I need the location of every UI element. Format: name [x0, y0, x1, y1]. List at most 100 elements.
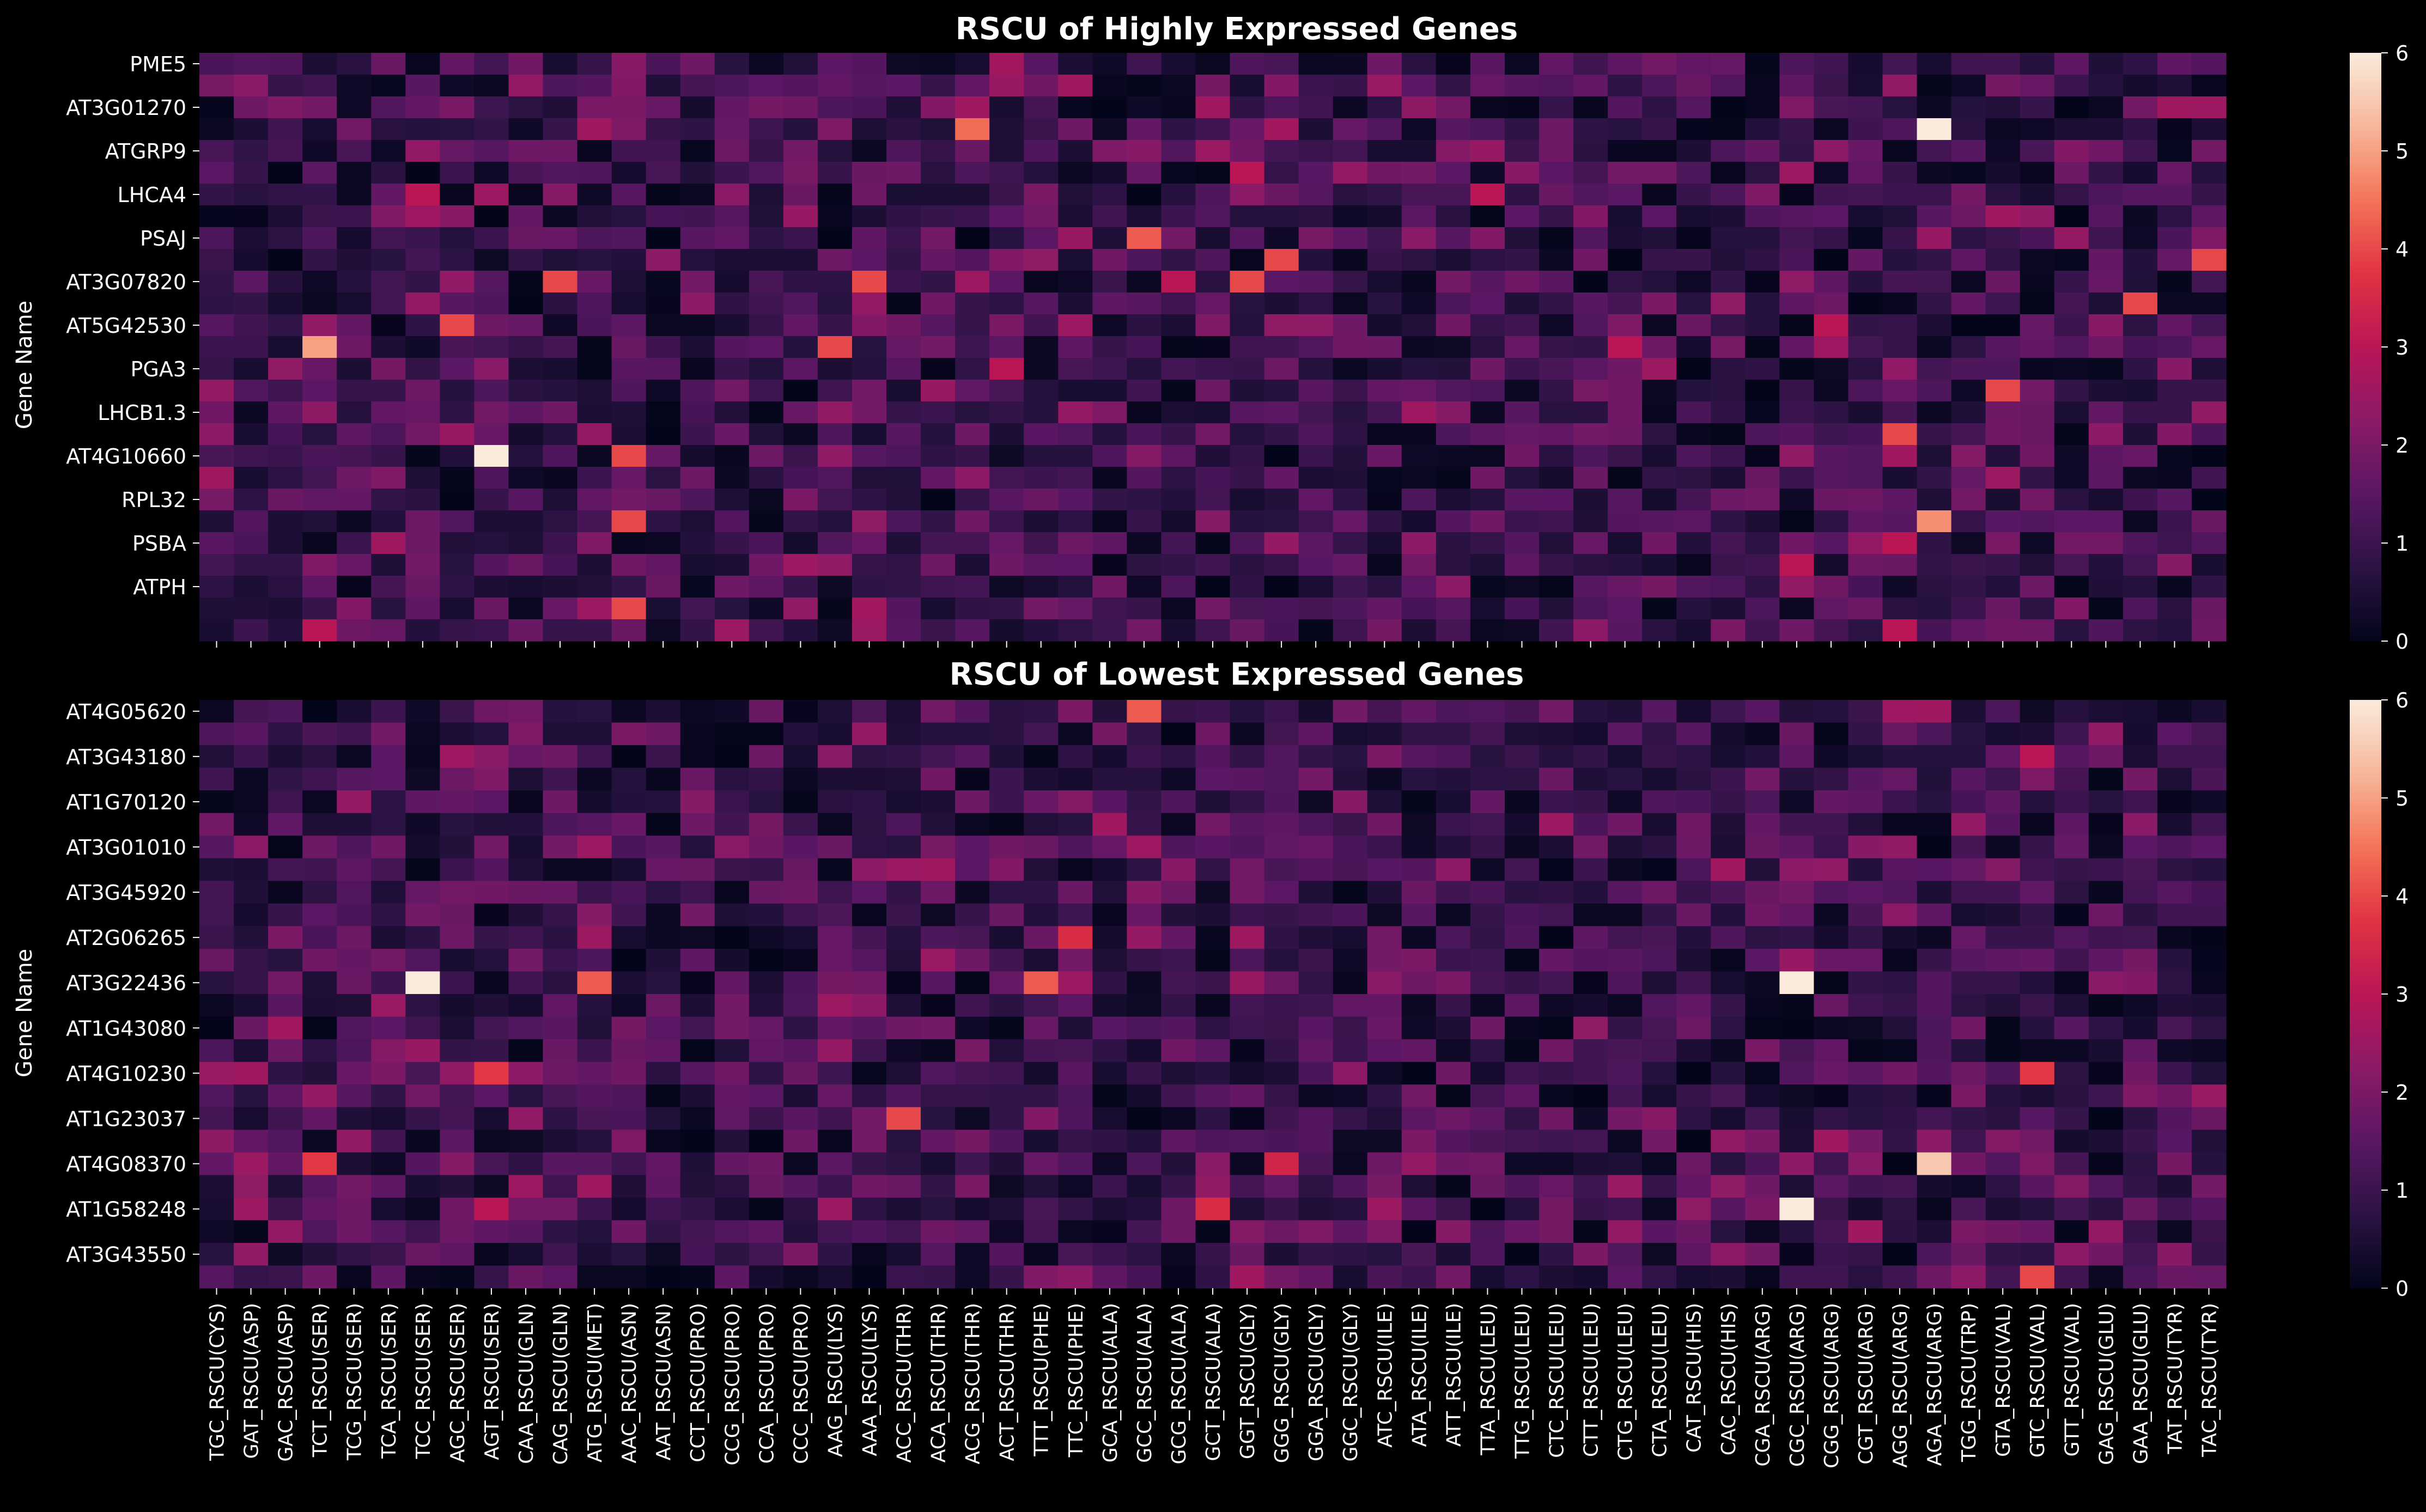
bottom-heatmap-cell	[921, 1107, 956, 1130]
top-heatmap-cell	[1298, 358, 1334, 380]
top-heatmap-cell	[646, 554, 681, 576]
top-heatmap-cell	[680, 271, 715, 293]
top-heatmap-cell	[2054, 96, 2089, 119]
top-heatmap-cell	[577, 227, 612, 249]
bottom-heatmap-cell	[1298, 858, 1334, 881]
bottom-heatmap-cell	[1436, 858, 1471, 881]
bottom-heatmap-cell	[783, 1152, 818, 1175]
top-heatmap-cell	[1539, 554, 1574, 576]
bottom-heatmap-cell	[1917, 1175, 1952, 1198]
top-heatmap-cell	[1676, 75, 1711, 97]
bottom-heatmap-cell	[1985, 926, 2021, 949]
top-heatmap-cell	[817, 445, 853, 467]
top-heatmap-cell	[1333, 423, 1368, 446]
bottom-heatmap-cell	[577, 1062, 612, 1085]
bottom-heatmap-cell	[1573, 1130, 1608, 1153]
top-heatmap-cell	[1642, 598, 1677, 620]
top-heatmap-cell	[1195, 53, 1231, 75]
bottom-heatmap-cell	[1814, 767, 1849, 791]
bottom-heatmap-cell	[1367, 1039, 1402, 1063]
top-heatmap-cell	[1711, 380, 1746, 402]
top-heatmap-cell	[852, 380, 887, 402]
top-heatmap-cell	[611, 598, 647, 620]
bottom-heatmap-cell	[2020, 903, 2055, 926]
top-heatmap-cell	[1230, 314, 1265, 337]
bottom-heatmap-cell	[1711, 745, 1746, 769]
bottom-heatmap-cell	[1436, 1039, 1471, 1063]
bottom-heatmap-cell	[1951, 858, 1986, 881]
bottom-heatmap-cell	[817, 1220, 853, 1243]
top-heatmap-cell	[1333, 489, 1368, 511]
top-heatmap-cell	[1917, 423, 1952, 446]
bottom-heatmap-cell	[508, 790, 544, 814]
bottom-heatmap-cell	[1092, 1175, 1127, 1198]
bottom-heatmap-cell	[2020, 1197, 2055, 1221]
top-heatmap-cell	[1470, 619, 1505, 642]
bottom-heatmap-cell	[1333, 1084, 1368, 1108]
top-heatmap-cell	[1401, 205, 1437, 228]
bottom-heatmap-cell	[1676, 700, 1711, 723]
top-heatmap-cell	[1127, 380, 1162, 402]
top-heatmap-cell	[1779, 619, 1814, 642]
bottom-heatmap-cell	[680, 971, 715, 995]
top-heatmap-cell	[1917, 184, 1952, 206]
bottom-heatmap-cell	[543, 1084, 578, 1108]
top-heatmap-cell	[1985, 249, 2021, 271]
top-heatmap-cell	[955, 532, 990, 554]
bottom-heatmap-cell	[1814, 994, 1849, 1017]
top-heatmap-cell	[1951, 271, 1986, 293]
top-heatmap-cell	[852, 249, 887, 271]
top-heatmap-cell	[302, 75, 337, 97]
top-heatmap-cell	[1436, 314, 1471, 337]
bottom-heatmap-cell	[1504, 926, 1540, 949]
bottom-heatmap-cell	[474, 745, 509, 769]
bottom-heatmap-cell	[440, 1265, 475, 1289]
top-heatmap-cell	[1985, 532, 2021, 554]
bottom-heatmap-cell	[1298, 1152, 1334, 1175]
top-heatmap-cell	[989, 249, 1024, 271]
top-heatmap-cell	[543, 205, 578, 228]
top-heatmap-cell	[2088, 510, 2124, 533]
top-heatmap-cell	[1298, 489, 1334, 511]
bottom-heatmap-cell	[1779, 1242, 1814, 1266]
bottom-heatmap-cell	[543, 994, 578, 1017]
top-heatmap-cell	[1917, 96, 1952, 119]
bottom-heatmap-cell	[749, 767, 784, 791]
bottom-heatmap-cell	[886, 948, 921, 972]
top-heatmap-cell	[1367, 140, 1402, 162]
top-heatmap-cell	[2020, 510, 2055, 533]
bottom-heatmap-cell	[268, 1265, 303, 1289]
top-heatmap-cell	[1504, 336, 1540, 358]
top-heatmap-cell	[1848, 401, 1883, 424]
top-heatmap-cell	[2123, 510, 2158, 533]
top-heatmap-cell	[1161, 358, 1196, 380]
bottom-heatmap-cell	[371, 813, 406, 836]
bottom-heatmap-cell	[1161, 903, 1196, 926]
bottom-heatmap-cell	[2157, 790, 2192, 814]
bottom-heatmap-cell	[1504, 1175, 1540, 1198]
top-heatmap-cell	[302, 314, 337, 337]
top-heatmap-cell	[1504, 358, 1540, 380]
top-heatmap-cell	[337, 576, 372, 598]
bottom-heatmap-cell	[2088, 790, 2124, 814]
bottom-heatmap-cell	[611, 994, 647, 1017]
bottom-heatmap-cell	[1367, 858, 1402, 881]
bottom-heatmap-cell	[1539, 767, 1574, 791]
bottom-heatmap-cell	[783, 903, 818, 926]
top-heatmap-cell	[1230, 489, 1265, 511]
bottom-heatmap-cell	[1127, 745, 1162, 769]
top-heatmap-cell	[1470, 249, 1505, 271]
top-heatmap-cell	[1058, 271, 1093, 293]
bottom-heatmap-cell	[234, 881, 269, 904]
bottom-heatmap-cell	[749, 971, 784, 995]
top-heatmap-cell	[474, 292, 509, 315]
top-heatmap-cell	[2123, 619, 2158, 642]
top-heatmap-cell	[577, 162, 612, 184]
top-heatmap-cell	[886, 401, 921, 424]
bottom-heatmap-cell	[1264, 926, 1299, 949]
top-heatmap-cell	[2088, 336, 2124, 358]
bottom-heatmap-cell	[1848, 926, 1883, 949]
top-heatmap-cell	[2088, 489, 2124, 511]
top-heatmap-cell	[1092, 576, 1127, 598]
top-heatmap-cell	[611, 467, 647, 489]
